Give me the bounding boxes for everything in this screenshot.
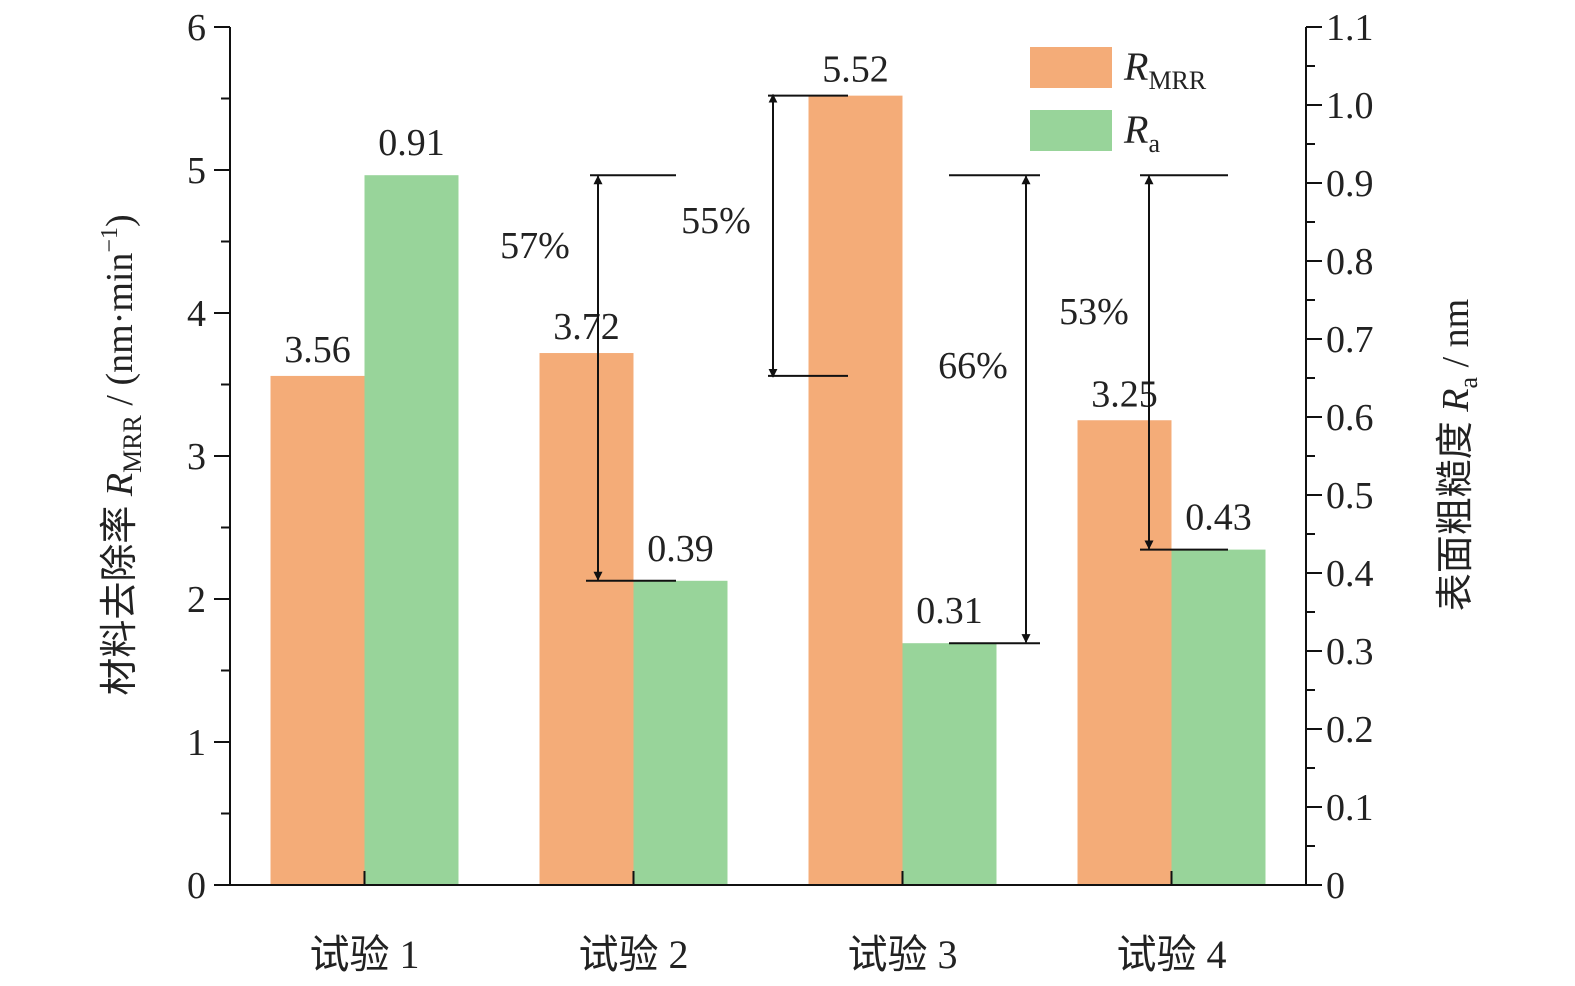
legend: RMRR Ra	[1030, 44, 1207, 158]
legend-label: RMRR	[1123, 44, 1207, 95]
axis-titles: 材料去除率 RMRR / (nm·min−1) 表面粗糙度 Ra / nm	[97, 214, 1483, 695]
y-right-tick-label: 0.8	[1326, 241, 1374, 283]
legend-label: Ra	[1123, 107, 1160, 158]
bar-rmrr	[270, 375, 365, 885]
y-right-tick-label: 0.6	[1326, 397, 1374, 439]
y-left-tick-label: 3	[187, 436, 206, 478]
y-left-axis-title: 材料去除率 RMRR / (nm·min−1)	[97, 214, 147, 695]
percent-label: 57%	[500, 225, 570, 267]
y-right-tick-label: 0	[1326, 865, 1345, 907]
legend-swatch	[1030, 110, 1112, 151]
y-right-tick-label: 0.1	[1326, 787, 1374, 829]
bar-ra	[633, 580, 728, 885]
y-right-axis-title: 表面粗糙度 Ra / nm	[1435, 299, 1483, 611]
y-right-tick-label: 1.0	[1326, 85, 1374, 127]
data-label-rmrr: 3.72	[553, 306, 620, 348]
y-left-tick-label: 0	[187, 865, 206, 907]
bars-layer: 3.56 0.91 3.72 0.39 5.52 0.31 3.25 0.43	[270, 49, 1266, 885]
data-label-rmrr: 3.56	[284, 329, 351, 371]
annotation-layer: 57% 55% 66% 53%	[500, 93, 1228, 645]
y-left-tick-label: 6	[187, 7, 206, 49]
bar-rmrr	[539, 353, 634, 885]
data-label-ra: 0.39	[647, 528, 714, 570]
bar-ra	[1171, 549, 1266, 885]
x-tick-label: 试验 1	[310, 932, 420, 977]
y-right-tick-label: 1.1	[1326, 7, 1374, 49]
bar-rmrr	[1077, 420, 1172, 885]
axes-layer: 0 1 2 3 4 5 6 0 0.1 0.2 0.3 0.4 0.5 0.6 0.7 0.8 0.9 1.0 1.…	[187, 7, 1374, 977]
y-left-tick-label: 5	[187, 150, 206, 192]
y-left-tick-label: 1	[187, 722, 206, 764]
bar-ra	[902, 643, 997, 885]
y-right-tick-label: 0.3	[1326, 631, 1374, 673]
data-label-rmrr: 5.52	[822, 49, 889, 91]
y-right-tick-label: 0.9	[1326, 163, 1374, 205]
x-tick-label: 试验 2	[579, 932, 689, 977]
data-label-rmrr: 3.25	[1091, 373, 1158, 415]
percent-label: 53%	[1059, 291, 1129, 333]
y-right-tick-label: 0.2	[1326, 709, 1374, 751]
data-label-ra: 0.91	[378, 122, 445, 164]
y-right-tick-label: 0.5	[1326, 475, 1374, 517]
bar-rmrr	[808, 95, 903, 885]
y-left-tick-label: 2	[187, 579, 206, 621]
y-right-tick-label: 0.7	[1326, 319, 1374, 361]
legend-swatch	[1030, 47, 1112, 88]
x-tick-label: 试验 3	[848, 932, 958, 977]
data-label-ra: 0.31	[916, 590, 983, 632]
x-tick-label: 试验 4	[1117, 932, 1227, 977]
bar-ra	[364, 175, 459, 885]
data-label-ra: 0.43	[1185, 497, 1252, 539]
percent-label: 66%	[938, 345, 1008, 387]
percent-label: 55%	[681, 200, 751, 242]
y-left-tick-label: 4	[187, 293, 206, 335]
y-right-tick-label: 0.4	[1326, 553, 1374, 595]
